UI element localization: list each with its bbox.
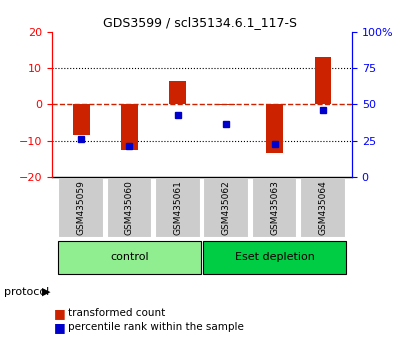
FancyBboxPatch shape (155, 178, 200, 238)
FancyBboxPatch shape (58, 178, 104, 238)
Text: GDS3599 / scl35134.6.1_117-S: GDS3599 / scl35134.6.1_117-S (103, 16, 297, 29)
Text: GSM435060: GSM435060 (125, 181, 134, 235)
FancyBboxPatch shape (107, 178, 152, 238)
FancyBboxPatch shape (252, 178, 297, 238)
Bar (72, 104, 90, 135)
Text: GSM435061: GSM435061 (173, 181, 182, 235)
Bar (218, 104, 235, 105)
Text: percentile rank within the sample: percentile rank within the sample (68, 322, 244, 332)
Text: GSM435059: GSM435059 (76, 181, 86, 235)
FancyBboxPatch shape (300, 178, 346, 238)
Text: ■: ■ (54, 307, 66, 320)
Text: GSM435063: GSM435063 (270, 181, 279, 235)
Text: Eset depletion: Eset depletion (235, 252, 314, 262)
Text: transformed count: transformed count (68, 308, 165, 318)
FancyBboxPatch shape (204, 178, 249, 238)
Text: ■: ■ (54, 321, 66, 334)
Text: protocol: protocol (4, 287, 49, 297)
Bar (121, 104, 138, 150)
Text: ▶: ▶ (42, 287, 50, 297)
Bar (169, 81, 186, 104)
Text: GSM435064: GSM435064 (318, 181, 328, 235)
FancyBboxPatch shape (58, 241, 200, 274)
Bar (266, 104, 283, 153)
Bar (314, 57, 332, 104)
FancyBboxPatch shape (204, 241, 346, 274)
Text: GSM435062: GSM435062 (222, 181, 231, 235)
Text: control: control (110, 252, 149, 262)
